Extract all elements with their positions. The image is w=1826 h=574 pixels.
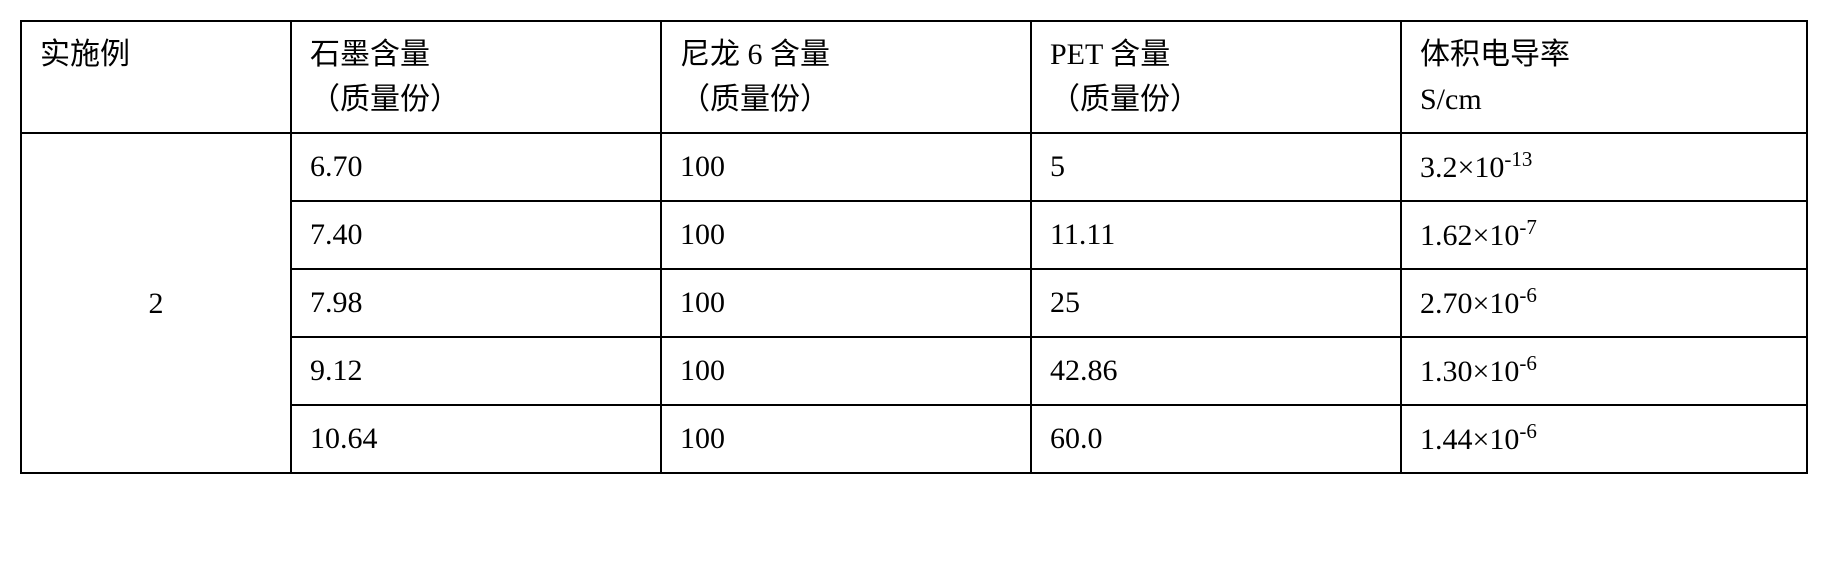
table-row: 2 6.70 100 5 3.2×10-13 [21, 133, 1807, 201]
header-text: （质量份） [680, 83, 830, 116]
nylon-cell: 100 [661, 269, 1031, 337]
graphite-cell: 6.70 [291, 133, 661, 201]
data-table: 实施例 石墨含量 （质量份） 尼龙 6 含量 （质量份） PET 含量 （质量份… [20, 20, 1808, 474]
conductivity-cell: 3.2×10-13 [1401, 133, 1807, 201]
cond-exp: -7 [1519, 215, 1537, 239]
cond-exp: -6 [1519, 419, 1537, 443]
header-text: 实施例 [40, 38, 130, 71]
example-cell: 2 [21, 133, 291, 473]
pet-cell: 42.86 [1031, 337, 1401, 405]
pet-cell: 5 [1031, 133, 1401, 201]
header-text: （质量份） [1050, 83, 1200, 116]
cond-base: 1.62 [1420, 219, 1473, 252]
header-text: 石墨含量 [310, 38, 430, 71]
graphite-cell: 7.98 [291, 269, 661, 337]
nylon-cell: 100 [661, 201, 1031, 269]
header-example: 实施例 [21, 21, 291, 133]
pet-cell: 60.0 [1031, 405, 1401, 473]
cond-base: 3.2 [1420, 151, 1458, 184]
table-body: 2 6.70 100 5 3.2×10-13 7.40 100 11.11 1.… [21, 133, 1807, 473]
pet-cell: 11.11 [1031, 201, 1401, 269]
graphite-cell: 7.40 [291, 201, 661, 269]
conductivity-cell: 2.70×10-6 [1401, 269, 1807, 337]
header-text: S/cm [1420, 83, 1482, 116]
header-pet: PET 含量 （质量份） [1031, 21, 1401, 133]
cond-exp: -6 [1519, 283, 1537, 307]
cond-base: 1.44 [1420, 423, 1473, 456]
example-label: 2 [149, 287, 164, 320]
header-text: 尼龙 6 含量 [680, 38, 830, 71]
header-text: （质量份） [310, 83, 460, 116]
header-nylon: 尼龙 6 含量 （质量份） [661, 21, 1031, 133]
cond-base: 2.70 [1420, 287, 1473, 320]
cond-base: 1.30 [1420, 355, 1473, 388]
nylon-cell: 100 [661, 133, 1031, 201]
header-row: 实施例 石墨含量 （质量份） 尼龙 6 含量 （质量份） PET 含量 （质量份… [21, 21, 1807, 133]
header-graphite: 石墨含量 （质量份） [291, 21, 661, 133]
conductivity-cell: 1.62×10-7 [1401, 201, 1807, 269]
cond-exp: -6 [1519, 351, 1537, 375]
graphite-cell: 10.64 [291, 405, 661, 473]
nylon-cell: 100 [661, 405, 1031, 473]
graphite-cell: 9.12 [291, 337, 661, 405]
header-text: 体积电导率 [1420, 38, 1570, 71]
nylon-cell: 100 [661, 337, 1031, 405]
conductivity-cell: 1.30×10-6 [1401, 337, 1807, 405]
pet-cell: 25 [1031, 269, 1401, 337]
cond-exp: -13 [1504, 147, 1532, 171]
header-conductivity: 体积电导率 S/cm [1401, 21, 1807, 133]
conductivity-cell: 1.44×10-6 [1401, 405, 1807, 473]
header-text: PET 含量 [1050, 38, 1170, 71]
